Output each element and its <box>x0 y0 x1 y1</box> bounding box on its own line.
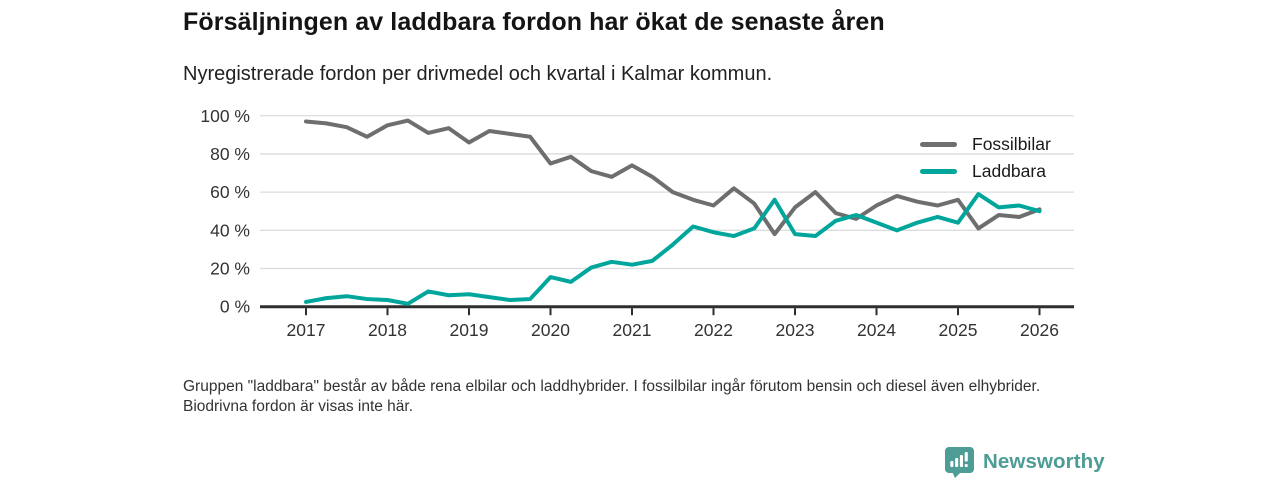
series-line-laddbara <box>304 192 1042 306</box>
bar-chart-speech-bubble-icon <box>945 447 974 478</box>
svg-text:80 %: 80 % <box>210 144 250 164</box>
legend-label: Fossilbilar <box>972 134 1051 154</box>
svg-text:2025: 2025 <box>939 320 978 340</box>
svg-text:40 %: 40 % <box>210 220 250 240</box>
svg-text:2024: 2024 <box>857 320 896 340</box>
svg-text:2022: 2022 <box>694 320 733 340</box>
fossilbilar-line-swatch-icon <box>920 142 957 147</box>
brand-name: Newsworthy <box>983 450 1105 473</box>
newsworthy-logo: Newsworthy <box>944 446 1105 478</box>
laddbara-line-swatch-icon <box>920 169 957 174</box>
chart-legend: Fossilbilar Laddbara <box>920 131 1051 185</box>
chart-footnote: Gruppen "laddbara" består av både rena e… <box>183 378 1041 416</box>
svg-text:2019: 2019 <box>450 320 489 340</box>
series-line-fossilbilar <box>304 118 1042 237</box>
svg-text:20 %: 20 % <box>210 259 250 279</box>
chart-title: Försäljningen av laddbara fordon har öka… <box>183 8 885 36</box>
chart-subtitle: Nyregistrerade fordon per drivmedel och … <box>183 63 773 85</box>
svg-text:2026: 2026 <box>1020 320 1059 340</box>
svg-text:100 %: 100 % <box>200 106 250 126</box>
svg-text:2017: 2017 <box>287 320 326 340</box>
svg-text:2018: 2018 <box>368 320 407 340</box>
legend-label: Laddbara <box>972 161 1046 181</box>
svg-text:2023: 2023 <box>776 320 815 340</box>
legend-item-laddbara: Laddbara <box>920 158 1051 185</box>
svg-text:0 %: 0 % <box>220 297 250 317</box>
svg-text:2021: 2021 <box>613 320 652 340</box>
legend-item-fossilbilar: Fossilbilar <box>920 131 1051 158</box>
svg-text:60 %: 60 % <box>210 182 250 202</box>
svg-text:2020: 2020 <box>531 320 570 340</box>
